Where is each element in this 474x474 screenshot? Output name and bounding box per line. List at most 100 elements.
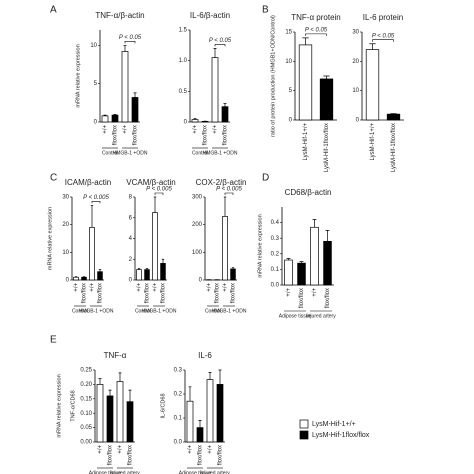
- bar: [81, 276, 87, 281]
- error-bar: [113, 113, 117, 116]
- significance-bracket: [214, 44, 226, 47]
- error-bar: [193, 117, 197, 120]
- y-axis-label: ratio of protein production (HMGB1+ODN/C…: [270, 15, 276, 137]
- panel-label: D: [262, 173, 269, 184]
- category-label: flox/flox: [325, 288, 331, 308]
- error-bar: [188, 386, 192, 402]
- y-tick-label: 8: [129, 195, 133, 201]
- category-label: +/+: [74, 283, 80, 292]
- significance-label: P < 0.05: [372, 33, 395, 39]
- y-tick-label: 100: [192, 250, 203, 256]
- category-label: +/+: [208, 445, 214, 454]
- bar: [152, 212, 158, 281]
- category-label: LysM-Hif-1flox/flox: [391, 123, 397, 172]
- chart-title: VCAM/β-actin: [126, 178, 176, 187]
- significance-label: P < 0.05: [119, 35, 142, 41]
- error-bar: [213, 48, 217, 58]
- category-label: +/+: [103, 125, 109, 134]
- significance-label: P < 0.05: [305, 27, 328, 33]
- significance-bracket: [91, 201, 101, 204]
- error-bar: [128, 389, 132, 402]
- y-tick-label: 10: [90, 43, 97, 49]
- group-label: Control: [192, 150, 208, 156]
- category-label: +/+: [123, 125, 129, 134]
- error-bar: [90, 204, 94, 228]
- category-label: flox/flox: [161, 283, 167, 303]
- legend-label: LysM-Hif-1flox/flox: [312, 432, 370, 439]
- chart-title: TNF-α/β-actin: [95, 11, 144, 20]
- category-label: flox/flox: [128, 445, 134, 465]
- significance-bracket: [124, 41, 136, 44]
- y-tick-label: 30: [352, 30, 359, 36]
- legend-swatch: [299, 430, 309, 440]
- error-bar: [223, 103, 227, 107]
- y-tick-label: 0.10: [80, 411, 92, 417]
- category-label: +/+: [312, 288, 318, 297]
- error-bar: [98, 269, 102, 272]
- y-tick-label: 10: [352, 88, 359, 94]
- y-axis-label: IL-6/CD68: [160, 393, 166, 418]
- y-axis-label: mRNA relative expression: [47, 207, 53, 270]
- y-tick-label: 0: [129, 278, 133, 284]
- y-tick-label: 0: [199, 278, 203, 284]
- bar: [298, 44, 313, 121]
- y-axis-label: mRNA relative expression: [75, 44, 81, 107]
- bar: [186, 400, 194, 443]
- panel-label: E: [50, 335, 57, 346]
- y-axis-label: TNF-α/CD68: [70, 390, 76, 421]
- error-bar: [123, 44, 127, 52]
- error-bar: [161, 258, 165, 264]
- y-tick-label: 2: [129, 257, 133, 263]
- category-label: LysM-Hif-1flox/flox: [324, 123, 330, 172]
- category-label: +/+: [213, 125, 219, 134]
- error-bar: [390, 113, 397, 115]
- category-label: flox/flox: [223, 125, 229, 145]
- chart-title: IL-6/β-actin: [190, 11, 230, 20]
- bar: [126, 401, 134, 443]
- group-label: Adipose tissue: [179, 470, 212, 474]
- y-tick-label: 0.2: [271, 251, 280, 257]
- bar: [196, 427, 204, 443]
- error-bar: [98, 378, 102, 385]
- y-tick-label: 0.0: [174, 440, 183, 446]
- bar: [136, 269, 142, 281]
- error-bar: [286, 258, 291, 261]
- panel-label: A: [50, 5, 57, 16]
- y-tick-label: 10: [285, 59, 292, 65]
- y-tick-label: 0.25: [80, 368, 92, 374]
- y-tick-label: 20: [352, 59, 359, 65]
- y-tick-label: 0.2: [174, 392, 183, 398]
- y-tick-label: 0.3: [271, 236, 280, 242]
- y-tick-label: 30: [62, 195, 69, 201]
- chart-title: TNF-α: [104, 351, 127, 360]
- y-tick-label: 0.3: [174, 368, 183, 374]
- bar: [97, 271, 103, 281]
- significance-label: P < 0.005: [216, 187, 242, 193]
- category-label: flox/flox: [82, 283, 88, 303]
- y-tick-label: 20: [62, 222, 69, 228]
- error-bar: [108, 389, 112, 396]
- error-bar: [198, 420, 202, 428]
- bar: [96, 384, 104, 443]
- chart-title: TNF-α protein: [291, 13, 341, 22]
- significance-bracket: [305, 33, 327, 36]
- significance-label: P < 0.005: [83, 195, 109, 201]
- error-bar: [82, 276, 86, 278]
- group-label: Adipose tissue: [279, 313, 312, 319]
- category-label: flox/flox: [203, 125, 209, 145]
- y-tick-label: 5: [94, 81, 98, 87]
- bar: [160, 263, 166, 281]
- group-label: HMGB-1 +ODN: [79, 308, 114, 314]
- category-label: LysM-Hif-1+/+: [303, 123, 309, 161]
- significance-label: P < 0.005: [146, 187, 172, 193]
- y-tick-label: 0.00: [80, 440, 92, 446]
- y-tick-label: 0: [289, 118, 293, 124]
- bar: [319, 78, 334, 121]
- category-label: +/+: [153, 283, 159, 292]
- group-label: Injured artery: [110, 470, 140, 474]
- error-bar: [223, 196, 227, 217]
- y-tick-label: 0.20: [80, 382, 92, 388]
- error-bar: [103, 114, 107, 116]
- y-tick-label: 15: [285, 30, 292, 36]
- error-bar: [153, 196, 157, 213]
